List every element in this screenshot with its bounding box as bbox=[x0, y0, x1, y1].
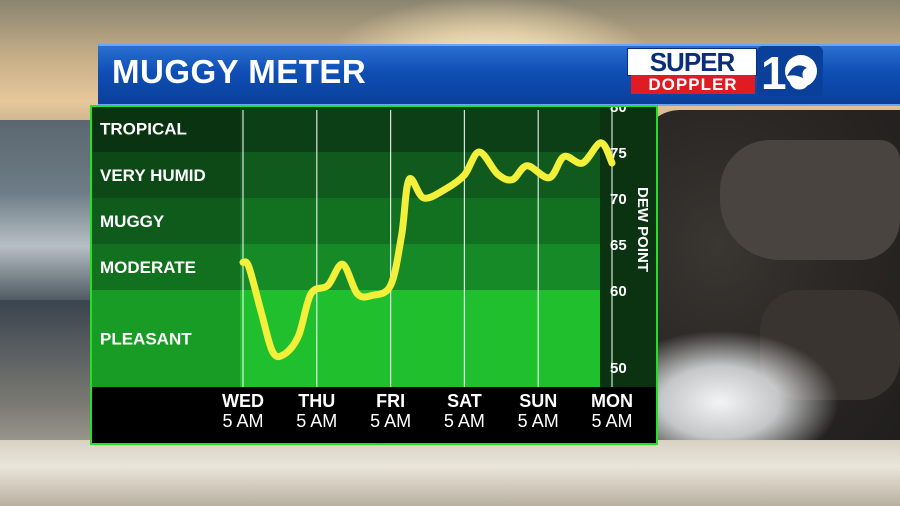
chart-gridlines bbox=[242, 110, 613, 387]
station-logo: SUPER DOPPLER 10 bbox=[627, 46, 823, 96]
y-tick-label: 60 bbox=[610, 283, 627, 300]
band-label: MUGGY bbox=[100, 212, 165, 231]
band-label: TROPICAL bbox=[100, 120, 187, 139]
x-tick-time: 5 AM bbox=[370, 411, 411, 431]
band-label: PLEASANT bbox=[100, 330, 192, 349]
band-label-bg bbox=[90, 198, 240, 244]
band-tropical bbox=[90, 105, 600, 152]
ocean-waves bbox=[0, 120, 95, 300]
x-tick-time: 5 AM bbox=[296, 411, 337, 431]
band-pleasant bbox=[90, 290, 600, 387]
band-label: MODERATE bbox=[100, 258, 196, 277]
beach-surf bbox=[0, 440, 900, 506]
y-axis-label: DEW POINT bbox=[634, 187, 651, 272]
wave-crest-icon bbox=[787, 65, 807, 78]
x-tick-time: 5 AM bbox=[518, 411, 559, 431]
x-tick-time: 5 AM bbox=[591, 411, 632, 431]
y-tick-label: 70 bbox=[610, 191, 627, 208]
x-tick-day: FRI bbox=[376, 391, 405, 411]
x-tick-time: 5 AM bbox=[222, 411, 263, 431]
chart-bands bbox=[90, 105, 658, 387]
logo-super-text: SUPER bbox=[627, 48, 757, 76]
chart-border bbox=[90, 105, 658, 445]
x-tick-day: MON bbox=[591, 391, 633, 411]
band-muggy bbox=[90, 198, 600, 244]
y-tick-label: 50 bbox=[610, 360, 627, 377]
sea-foam bbox=[640, 330, 840, 450]
band-label-bg bbox=[90, 152, 240, 198]
y-tick-label: 65 bbox=[610, 237, 627, 254]
x-tick-time: 5 AM bbox=[444, 411, 485, 431]
x-tick-day: THU bbox=[298, 391, 335, 411]
band-label-bg bbox=[90, 290, 240, 387]
logo-doppler-text: DOPPLER bbox=[631, 75, 755, 94]
rock-boulder bbox=[720, 140, 900, 260]
dew-point-line bbox=[239, 139, 616, 361]
band-label: VERY HUMID bbox=[100, 166, 206, 185]
x-tick-day: WED bbox=[222, 391, 264, 411]
logo-ten-mark: 10 bbox=[757, 46, 823, 96]
y-tick-label: 75 bbox=[610, 145, 627, 162]
band-label-bg bbox=[90, 244, 240, 290]
x-tick-day: SUN bbox=[519, 391, 557, 411]
y-tick-label: 80 bbox=[610, 105, 627, 116]
band-labels: TROPICAL VERY HUMID MUGGY MODERATE PLEASANT bbox=[100, 120, 206, 349]
page-title: MUGGY METER bbox=[112, 53, 367, 90]
band-label-bg bbox=[90, 105, 240, 152]
x-tick-day: SAT bbox=[447, 391, 482, 411]
x-axis-strip bbox=[90, 387, 658, 445]
y-axis-ticks: 80 75 70 65 60 50 bbox=[610, 105, 627, 377]
